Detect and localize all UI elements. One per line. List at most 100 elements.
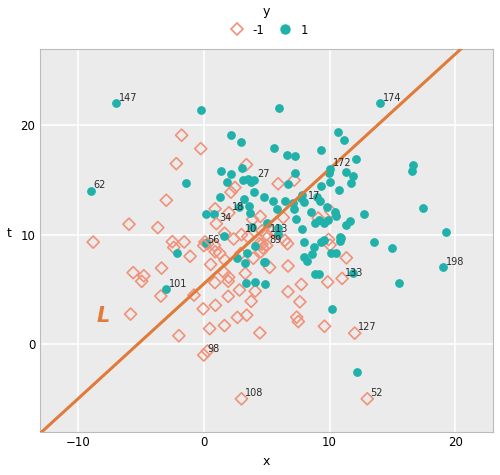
Point — [349, 172, 357, 180]
Point — [298, 225, 306, 232]
Point — [350, 329, 358, 337]
Point — [334, 186, 342, 194]
Point — [244, 233, 252, 240]
Point — [247, 297, 255, 305]
Point — [224, 293, 232, 300]
Point — [274, 224, 282, 232]
Point — [342, 221, 350, 229]
Point — [340, 136, 348, 144]
Point — [284, 288, 292, 295]
Point — [212, 248, 220, 256]
Point — [258, 240, 266, 248]
Point — [315, 270, 323, 277]
Point — [262, 242, 270, 249]
Point — [240, 195, 248, 203]
Point — [232, 255, 240, 262]
Point — [313, 193, 321, 200]
Point — [260, 193, 268, 200]
Point — [281, 237, 289, 244]
Point — [224, 274, 232, 281]
Point — [246, 209, 254, 217]
Point — [238, 138, 246, 145]
Point — [211, 205, 219, 213]
Point — [196, 145, 204, 152]
Point — [251, 287, 259, 295]
Point — [242, 270, 250, 277]
Point — [168, 238, 176, 246]
Text: 147: 147 — [119, 93, 138, 103]
Point — [202, 210, 210, 218]
Text: 27: 27 — [257, 169, 270, 179]
Text: 172: 172 — [332, 158, 351, 168]
Point — [320, 219, 328, 227]
Point — [346, 217, 354, 224]
Point — [304, 257, 312, 265]
Point — [284, 262, 292, 270]
Point — [316, 197, 324, 205]
Point — [292, 152, 300, 160]
Point — [227, 170, 235, 178]
Point — [298, 281, 306, 288]
Point — [388, 244, 396, 252]
Point — [158, 264, 166, 272]
Point — [419, 204, 427, 212]
Point — [172, 160, 180, 167]
Point — [409, 161, 417, 169]
Point — [211, 279, 219, 286]
Point — [162, 197, 170, 204]
Point — [284, 152, 292, 159]
Point — [86, 187, 94, 195]
Point — [227, 189, 235, 196]
Point — [248, 216, 256, 223]
Point — [234, 314, 241, 321]
Point — [170, 244, 178, 251]
Text: 108: 108 — [244, 388, 263, 398]
Text: 34: 34 — [220, 213, 232, 223]
Point — [178, 132, 186, 139]
Point — [138, 277, 145, 285]
Point — [162, 285, 170, 293]
Point — [250, 189, 258, 196]
Point — [190, 291, 198, 299]
Point — [262, 231, 270, 238]
Text: L: L — [97, 306, 110, 326]
Text: 133: 133 — [346, 268, 364, 278]
Point — [220, 268, 228, 276]
Point — [282, 197, 290, 205]
Point — [204, 347, 212, 355]
Point — [112, 99, 120, 107]
Point — [337, 234, 345, 241]
Point — [200, 242, 207, 249]
Y-axis label: t: t — [7, 227, 12, 240]
Point — [180, 238, 188, 246]
Point — [236, 286, 244, 294]
Point — [314, 217, 322, 224]
Point — [245, 202, 253, 210]
Point — [256, 213, 264, 220]
Point — [310, 243, 318, 251]
Point — [220, 229, 228, 237]
Point — [314, 214, 322, 222]
Point — [328, 305, 336, 313]
Text: 113: 113 — [270, 224, 288, 234]
Text: 62: 62 — [94, 180, 106, 190]
Point — [266, 264, 274, 271]
Point — [296, 194, 304, 201]
Point — [370, 238, 378, 246]
Point — [257, 248, 265, 256]
Point — [275, 104, 283, 112]
Point — [236, 250, 244, 257]
Point — [354, 369, 362, 376]
Point — [238, 231, 246, 238]
Point — [324, 216, 332, 224]
Point — [258, 227, 266, 235]
Text: 52: 52 — [370, 388, 383, 398]
X-axis label: x: x — [263, 455, 270, 468]
Point — [206, 261, 214, 268]
Point — [290, 205, 298, 213]
Point — [240, 176, 248, 184]
Point — [317, 238, 325, 246]
Point — [242, 280, 250, 287]
Point — [200, 351, 207, 359]
Point — [244, 175, 252, 183]
